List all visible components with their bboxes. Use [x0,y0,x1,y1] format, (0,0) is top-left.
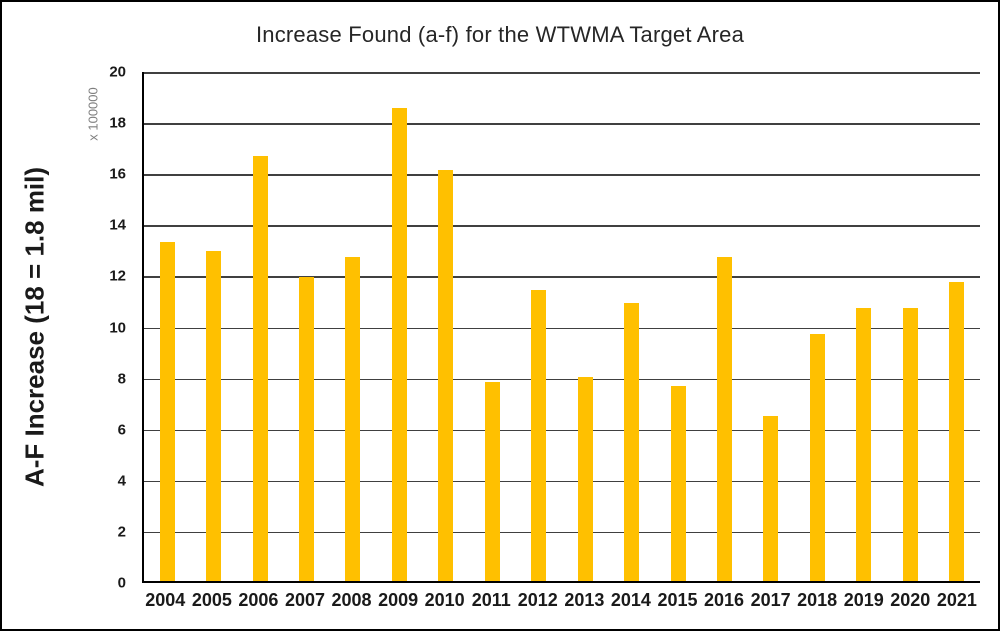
y-tick-label-18: 18 [109,114,126,132]
bar-slot-2021 [933,72,979,581]
bar-2018 [809,334,825,581]
bar-slot-2016 [701,72,747,581]
x-tick-label-2019: 2019 [843,590,884,610]
y-tick-label-8: 8 [117,370,126,388]
y-tick-label-6: 6 [117,421,126,439]
gridline-y6 [144,429,980,432]
x-tick-label-2021: 2021 [936,590,977,610]
bar-2011 [484,381,500,581]
bar-slot-2020 [887,72,933,581]
bar-2012 [531,289,547,581]
y-axis-title: A-F Increase (18 = 1.8 mil) [19,166,50,488]
x-tick-label-2016: 2016 [704,590,745,610]
y-tick-label-16: 16 [109,165,126,183]
x-tick-label-2010: 2010 [424,590,465,610]
bar-2009 [391,108,407,581]
bar-2013 [577,376,593,581]
gridline-y18 [144,123,980,125]
bar-slot-2017 [748,72,794,581]
bar-slot-2012 [516,72,562,581]
x-tick-label-2008: 2008 [331,590,372,610]
y-tick-label-14: 14 [109,216,126,234]
gridline-y8 [144,378,980,381]
bar-2015 [670,385,686,581]
bar-2007 [299,276,315,581]
x-tick-label-2009: 2009 [378,590,419,610]
y-tick-label-4: 4 [117,472,126,490]
gridline-y10 [144,327,980,330]
bar-slot-2009 [376,72,422,581]
x-tick-label-2015: 2015 [657,590,698,610]
bar-2006 [252,155,268,581]
x-tick-label-2017: 2017 [750,590,791,610]
bar-2019 [856,307,872,581]
bar-slot-2010 [423,72,469,581]
bar-2005 [206,251,222,581]
x-tick-label-2007: 2007 [284,590,325,610]
bar-slot-2006 [237,72,283,581]
x-tick-label-2014: 2014 [610,590,651,610]
plot-area [142,72,980,583]
x-tick-label-2005: 2005 [191,590,232,610]
bar-slot-2013 [562,72,608,581]
bar-slot-2008 [330,72,376,581]
bar-series [144,72,980,581]
y-tick-label-12: 12 [109,267,126,285]
bar-slot-2015 [655,72,701,581]
y-axis-multiplier-label: x 100000 [85,87,101,141]
bar-slot-2019 [841,72,887,581]
bar-2021 [949,282,965,581]
x-tick-label-2013: 2013 [564,590,605,610]
bar-2017 [763,416,779,581]
y-tick-label-0: 0 [117,574,126,592]
x-tick-label-2011: 2011 [471,590,511,610]
bar-slot-2018 [794,72,840,581]
y-tick-label-2: 2 [117,523,126,541]
bar-2004 [159,242,175,581]
bar-2014 [624,302,640,581]
bar-2016 [716,256,732,581]
gridline-y14 [144,225,980,227]
gridline-y16 [144,174,980,176]
bar-2010 [438,169,454,581]
bar-2020 [902,307,918,581]
gridline-y20 [144,72,980,74]
gridline-y12 [144,276,980,278]
bar-2008 [345,256,361,581]
x-tick-label-2020: 2020 [890,590,931,610]
bar-slot-2011 [469,72,515,581]
x-axis-tick-labels: 2004 2005 2006 2007 2008 2009 2010 2011 2012 2013… [142,590,980,611]
x-tick-label-2006: 2006 [238,590,279,610]
x-tick-label-2012: 2012 [517,590,558,610]
gridline-y4 [144,480,980,483]
bar-slot-2005 [190,72,236,581]
x-tick-label-2004: 2004 [145,590,186,610]
gridline-y2 [144,531,980,534]
chart-title: Increase Found (a-f) for the WTWMA Targe… [255,22,745,47]
bar-slot-2007 [283,72,329,581]
x-tick-label-2018: 2018 [797,590,838,610]
bar-slot-2004 [144,72,190,581]
y-tick-label-20: 20 [109,63,126,81]
y-tick-label-10: 10 [109,319,126,336]
bar-slot-2014 [608,72,654,581]
